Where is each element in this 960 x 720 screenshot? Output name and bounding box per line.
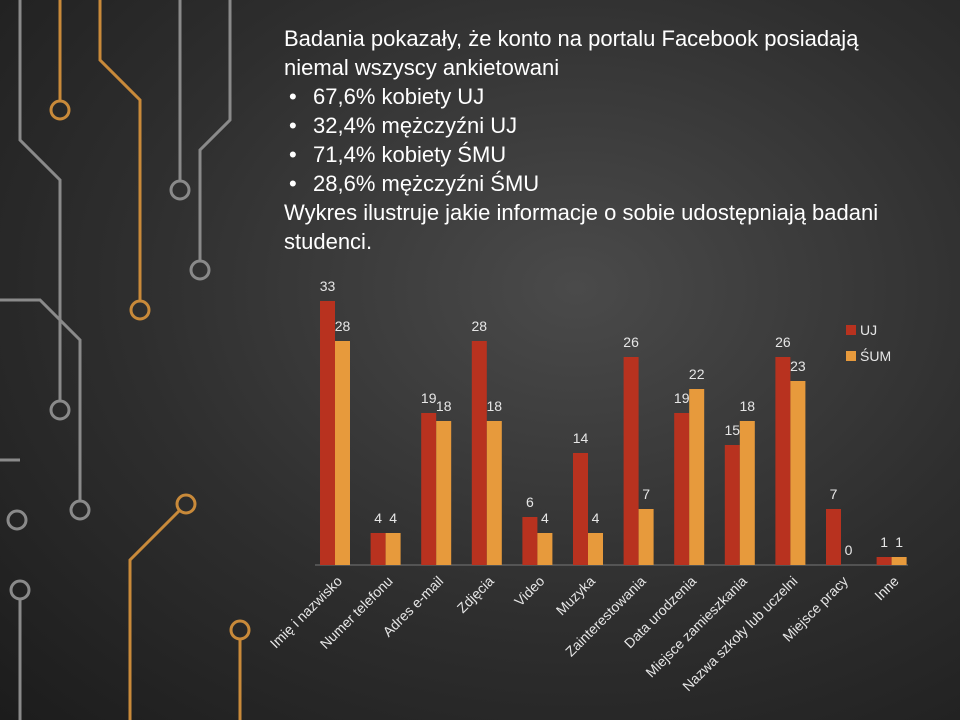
value-label: 18	[487, 398, 503, 414]
bar	[486, 421, 502, 565]
legend-swatch	[846, 325, 856, 335]
value-label: 4	[374, 510, 382, 526]
caption: Wykres ilustruje jakie informacje o sobi…	[284, 200, 879, 254]
bar	[436, 421, 452, 565]
value-label: 4	[592, 510, 600, 526]
bar	[335, 341, 350, 565]
value-label: 19	[421, 390, 437, 406]
circuit-decoration	[0, 0, 251, 720]
bar	[522, 517, 538, 565]
value-label: 33	[320, 278, 336, 294]
bar	[775, 357, 791, 565]
legend-swatch	[846, 351, 856, 361]
bar	[623, 357, 639, 565]
x-tick-label: Muzyka	[553, 573, 599, 619]
legend-label: ŚUM	[860, 347, 891, 364]
bar	[573, 453, 588, 565]
value-label: 26	[623, 334, 639, 350]
x-tick-label: Inne	[871, 573, 902, 604]
value-label: 7	[830, 486, 838, 502]
bar	[674, 413, 690, 565]
value-label: 0	[845, 542, 853, 558]
bar	[471, 341, 487, 565]
bar	[826, 509, 841, 565]
value-label: 18	[436, 398, 452, 414]
value-label: 15	[725, 422, 741, 438]
bullet: 28,6% mężczyźni ŚMU	[289, 169, 924, 198]
value-label: 28	[472, 318, 488, 334]
bar	[385, 533, 401, 565]
bar	[537, 533, 553, 565]
value-label: 6	[526, 494, 534, 510]
value-label: 19	[674, 390, 690, 406]
bar	[876, 557, 892, 565]
x-tick-label: Miejsce zamieszkania	[642, 573, 750, 681]
heading: Badania pokazały, że konto na portalu Fa…	[284, 26, 859, 80]
value-label: 26	[775, 334, 791, 350]
bullet: 67,6% kobiety UJ	[289, 82, 924, 111]
x-tick-label: Zdjęcia	[454, 573, 497, 616]
bullet-list: 67,6% kobiety UJ 32,4% mężczyźni UJ 71,4…	[284, 82, 924, 198]
bar	[588, 533, 603, 565]
value-label: 1	[895, 534, 903, 550]
bullet: 32,4% mężczyźni UJ	[289, 111, 924, 140]
bar	[724, 445, 740, 565]
value-label: 18	[740, 398, 756, 414]
bullet: 71,4% kobiety ŚMU	[289, 140, 924, 169]
value-label: 14	[573, 430, 589, 446]
value-label: 23	[790, 358, 806, 374]
bar	[689, 389, 705, 565]
bar	[790, 381, 806, 565]
value-label: 22	[689, 366, 705, 382]
value-label: 1	[880, 534, 888, 550]
bar	[638, 509, 654, 565]
value-label: 4	[389, 510, 397, 526]
bar	[370, 533, 386, 565]
legend-label: UJ	[860, 322, 877, 338]
x-tick-label: Video	[511, 573, 548, 610]
value-label: 7	[642, 486, 650, 502]
value-label: 4	[541, 510, 549, 526]
value-label: 28	[335, 318, 351, 334]
bar	[891, 557, 907, 565]
bar	[320, 301, 335, 565]
bar	[421, 413, 437, 565]
slide-text: Badania pokazały, że konto na portalu Fa…	[284, 24, 924, 256]
bar	[739, 421, 755, 565]
